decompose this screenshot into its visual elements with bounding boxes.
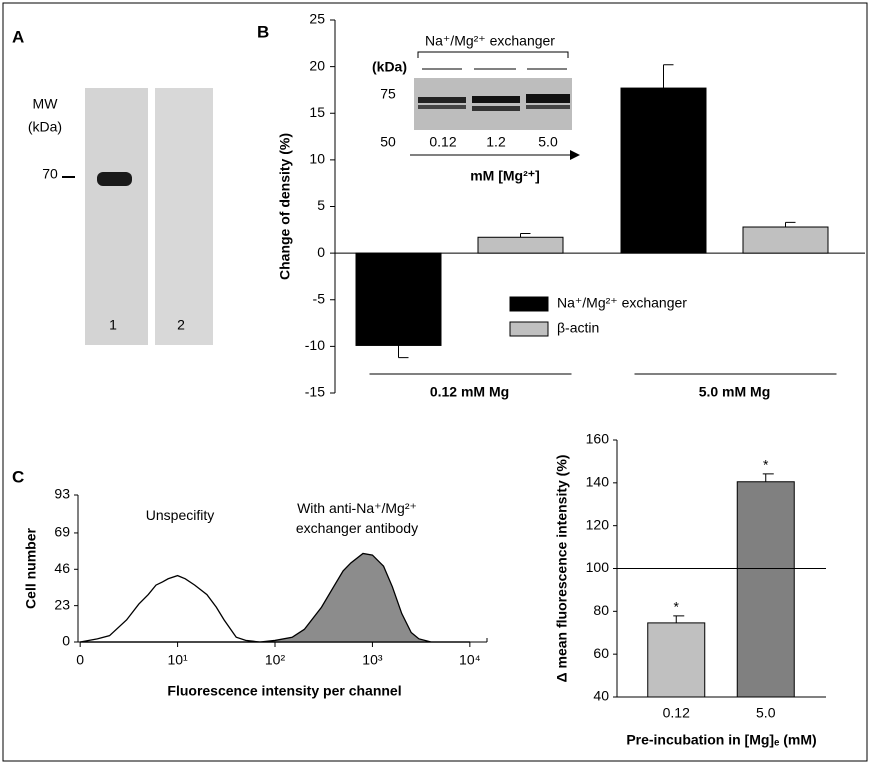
x-tick-label: 0.12 mM Mg (430, 384, 509, 400)
blot-lane (85, 88, 148, 345)
y-tick-label: -10 (305, 337, 325, 353)
bar (647, 622, 706, 698)
legend-label: β-actin (557, 320, 599, 336)
x-tick-label: 10¹ (167, 652, 188, 668)
blot-band (472, 96, 520, 103)
x-tick-label: 10⁴ (459, 652, 481, 668)
series-label: Unspecifity (145, 507, 215, 523)
inset-x-label: mM [Mg²⁺] (470, 168, 540, 184)
y-tick-label: 69 (54, 524, 70, 540)
y-tick-label: 160 (586, 431, 610, 447)
y-tick-label: 60 (593, 645, 609, 661)
y-tick-label: 120 (586, 516, 610, 532)
legend-swatch (509, 296, 549, 312)
bar (620, 87, 707, 254)
y-tick-label: 25 (309, 11, 325, 27)
y-tick-label: -15 (305, 384, 325, 400)
x-tick-label: 10³ (362, 652, 383, 668)
y-tick-label: 15 (309, 104, 325, 120)
lane-label: 1 (109, 317, 117, 333)
x-tick-label: 5.0 mM Mg (699, 384, 771, 400)
y-tick-label: 23 (54, 596, 70, 612)
y-tick-label: -5 (313, 290, 326, 306)
bar (477, 236, 564, 254)
blot-band (472, 106, 520, 111)
panel-label: B (257, 22, 269, 41)
y-tick-label: 20 (309, 57, 325, 73)
mw-label: MW (33, 96, 59, 112)
inset-marker: 75 (380, 86, 396, 102)
error-bar (520, 233, 531, 238)
y-tick-label: 0 (62, 633, 70, 649)
lane-label: 2 (177, 317, 185, 333)
y-axis-label: Δ mean fluorescence intensity (%) (554, 455, 570, 683)
inset-title: Na⁺/Mg²⁺ exchanger (425, 33, 555, 49)
y-tick-label: 40 (593, 688, 609, 704)
y-tick-label: 80 (593, 602, 609, 618)
bar (742, 226, 829, 254)
inset-blot (414, 78, 572, 130)
blot-band (418, 105, 466, 109)
inset-marker: 50 (380, 134, 396, 150)
inset-unit: (kDa) (372, 59, 407, 75)
y-axis-label: Cell number (23, 527, 39, 608)
error-bar (663, 64, 674, 89)
x-axis-label: Fluorescence intensity per channel (167, 683, 401, 699)
y-tick-label: 5 (317, 197, 325, 213)
inset-arrowhead (570, 150, 580, 160)
x-tick-label: 0.12 (663, 705, 690, 721)
x-tick-label: 0 (76, 652, 84, 668)
x-axis-label: Pre-incubation in [Mg]ₑ (mM) (626, 732, 816, 748)
y-tick-label: 140 (586, 474, 610, 490)
bar (355, 252, 442, 346)
error-bar (762, 473, 774, 482)
bar (736, 481, 795, 698)
y-tick-label: 10 (309, 151, 325, 167)
mw-marker: 70 (42, 166, 58, 182)
blot-band (418, 97, 466, 103)
annotation: * (674, 599, 680, 615)
inset-lane: 5.0 (538, 134, 558, 150)
mw-label: (kDa) (28, 119, 62, 135)
legend-swatch (509, 321, 549, 337)
inset-bracket (417, 51, 569, 58)
series-label: With anti-Na⁺/Mg²⁺ exchanger antibody (295, 500, 419, 536)
error-bar (398, 345, 409, 359)
y-tick-label: 93 (54, 486, 70, 502)
y-tick-label: 0 (317, 244, 325, 260)
panel-label: C (12, 467, 24, 486)
blot-band (526, 105, 570, 109)
error-bar (785, 221, 796, 228)
panel-label: A (12, 27, 24, 46)
x-tick-label: 10² (265, 652, 286, 668)
legend-label: Na⁺/Mg²⁺ exchanger (557, 295, 687, 311)
y-tick-label: 100 (586, 559, 610, 575)
error-bar (673, 615, 685, 623)
blot-band (97, 172, 132, 186)
blot-lane (155, 88, 213, 345)
inset-lane: 1.2 (486, 134, 506, 150)
inset-lane: 0.12 (429, 134, 456, 150)
blot-band (526, 94, 570, 103)
x-tick-label: 5.0 (756, 705, 776, 721)
annotation: * (763, 457, 769, 473)
y-axis-label: Change of density (%) (277, 133, 293, 280)
y-tick-label: 46 (54, 560, 70, 576)
